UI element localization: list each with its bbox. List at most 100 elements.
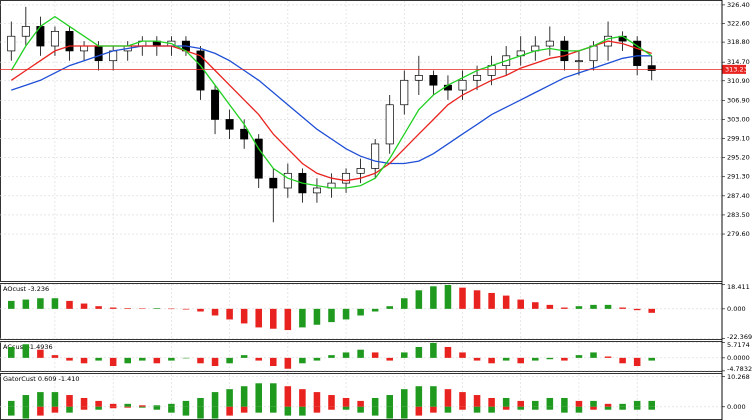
hist-bar (459, 287, 466, 309)
hist-bar (211, 406, 219, 419)
hist-bar (211, 392, 219, 407)
hist-bar (604, 406, 612, 410)
hist-bar (139, 357, 146, 361)
hist-bar (517, 400, 524, 407)
panel-title: AOcust -3.236 (3, 285, 49, 293)
hist-bar (313, 406, 321, 413)
hist-bar (109, 406, 117, 409)
hist-bar (328, 395, 335, 407)
hist-bar (561, 307, 568, 309)
hist-bar (66, 357, 73, 361)
hist-bar (546, 397, 554, 407)
hist-bar (124, 357, 131, 364)
hist-bar (66, 406, 73, 413)
hist-bar (517, 357, 524, 364)
candle-body (94, 45, 103, 62)
hist-bar (342, 397, 350, 407)
candle-body (356, 168, 365, 174)
hist-bar (561, 397, 568, 407)
candle-body (312, 187, 321, 194)
hist-bar (8, 300, 15, 309)
hist-bar (240, 355, 248, 358)
hist-bar (328, 308, 335, 323)
hist-bar (473, 290, 481, 309)
hist-bar (430, 286, 437, 309)
hist-bar (342, 308, 350, 320)
hist-bar (633, 357, 641, 367)
hist-bar (430, 342, 437, 358)
hist-bar (488, 406, 495, 413)
candle-body (269, 177, 278, 189)
hist-bar (153, 406, 161, 410)
candle-body (283, 172, 292, 189)
hist-bar (444, 346, 452, 358)
candle-body (240, 128, 249, 140)
hist-bar (415, 406, 423, 416)
price-tag (722, 64, 746, 74)
hist-bar (532, 357, 539, 361)
hist-bar (619, 403, 626, 407)
hist-bar (444, 389, 452, 407)
hist-bar (371, 406, 379, 416)
hist-bar (342, 406, 350, 410)
panel-title: GatorCust 0.609 -1.410 (3, 375, 80, 383)
price-label: 313.23 (725, 65, 748, 73)
hist-bar (488, 357, 495, 364)
hist-bar (168, 403, 175, 407)
hist-bar (444, 406, 452, 413)
hist-bar (95, 406, 102, 410)
hist-bar (459, 392, 466, 407)
y-tick-label: 291.30 (727, 173, 750, 181)
hist-bar (80, 397, 88, 407)
hist-bar (124, 406, 131, 408)
y-tick-label: 318.80 (727, 38, 750, 46)
hist-bar (532, 400, 539, 407)
candle-body (21, 26, 30, 37)
candle-body (50, 30, 59, 47)
hist-bar (37, 406, 44, 416)
candle-body (371, 143, 380, 169)
hist-bar (270, 383, 277, 407)
hist-bar (8, 406, 15, 416)
hist-bar (139, 406, 146, 408)
hist-bar (124, 403, 131, 407)
hist-bar (240, 406, 248, 413)
hist-bar (633, 400, 641, 407)
hist-bar (604, 403, 612, 407)
hist-bar (401, 298, 408, 309)
hist-bar (37, 392, 44, 407)
hist-bar (211, 357, 219, 367)
hist-bar (197, 308, 204, 312)
hist-bar (415, 386, 423, 407)
hist-bar (590, 406, 597, 410)
hist-bar (255, 383, 262, 407)
y-tick-label: 299.10 (727, 135, 750, 143)
candle-body (429, 75, 438, 86)
hist-bar (386, 306, 393, 309)
y-tick-label: -22.369 (727, 333, 752, 341)
candle-body (545, 40, 554, 47)
hist-bar (328, 355, 335, 358)
y-tick-label: 18.411 (727, 283, 750, 291)
hist-bar (619, 357, 626, 364)
hist-bar (22, 406, 30, 419)
hist-bar (22, 299, 30, 309)
hist-bar (240, 386, 248, 407)
hist-bar (328, 406, 335, 410)
y-tick-label: 314.70 (727, 58, 750, 66)
hist-bar (226, 406, 233, 416)
hist-bar (240, 308, 248, 324)
hist-bar (532, 406, 539, 410)
hist-bar (459, 406, 466, 410)
hist-bar (473, 357, 481, 361)
hist-bar (299, 308, 306, 328)
hist-bar (415, 290, 423, 309)
hist-bar (182, 308, 190, 310)
hist-bar (342, 352, 350, 358)
hist-bar (255, 406, 262, 413)
hist-bar (153, 405, 161, 407)
hist-bar (313, 308, 321, 325)
hist-bar (8, 346, 15, 358)
y-tick-label: 0.000 (727, 403, 746, 411)
hist-bar (648, 400, 655, 407)
